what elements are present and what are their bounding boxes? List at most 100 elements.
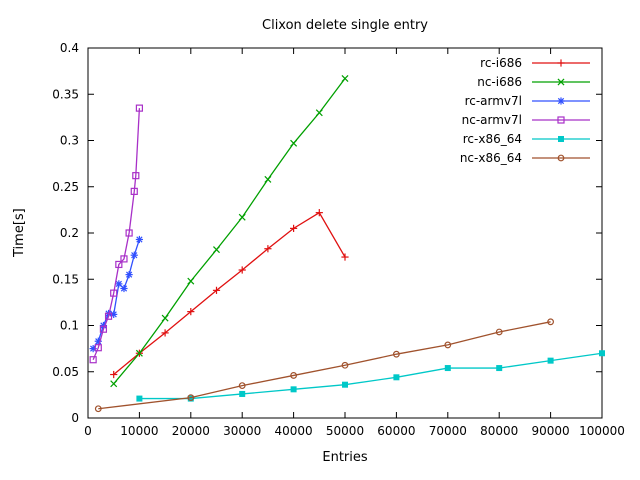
square-filled-marker-icon <box>444 365 451 372</box>
plus-marker-icon <box>341 253 349 261</box>
circle-open-marker-icon <box>393 350 400 358</box>
y-tick-label: 0.4 <box>60 41 79 55</box>
legend-label: nc-x86_64 <box>460 151 522 165</box>
square-filled-marker-icon <box>290 386 297 393</box>
series-line <box>92 108 141 360</box>
x-tick-label: 0 <box>84 424 92 438</box>
x-tick-label: 50000 <box>326 424 364 438</box>
plus-marker-icon <box>315 209 323 217</box>
y-tick-label: 0.05 <box>52 365 79 379</box>
square-open-marker-icon <box>115 260 123 269</box>
x-tick-label: 100000 <box>579 424 625 438</box>
square-open-marker-icon <box>99 325 108 333</box>
legend-entry-rc-armv7l: rc-armv7l <box>465 94 590 108</box>
x-tick-label: 60000 <box>377 424 415 438</box>
plus-marker-icon <box>238 266 246 274</box>
square-filled-marker-icon <box>547 357 554 364</box>
x-tick-label: 20000 <box>172 424 210 438</box>
square-open-marker-icon <box>94 344 102 352</box>
square-filled-marker-icon <box>393 374 400 381</box>
x-tick-label: 10000 <box>120 424 158 438</box>
series-line <box>139 352 603 400</box>
square-open-marker-icon <box>120 255 128 263</box>
plus-marker-icon <box>187 308 195 316</box>
circle-open-marker-icon <box>557 154 565 162</box>
y-tick-label: 0.1 <box>60 319 79 333</box>
cross-marker-icon <box>187 277 195 285</box>
square-open-marker-icon <box>132 172 140 180</box>
square-open-marker-icon <box>125 229 133 237</box>
square-open-marker-icon <box>110 289 118 297</box>
series-rc-i686 <box>110 209 349 379</box>
asterisk-marker-icon <box>125 271 133 279</box>
square-filled-marker-icon <box>599 350 605 357</box>
cross-marker-icon <box>110 380 118 388</box>
x-axis-label: Entries <box>322 450 368 465</box>
legend-entry-rc-x86_64: rc-x86_64 <box>463 132 590 146</box>
square-open-marker-icon <box>89 356 97 364</box>
y-tick-label: 0.2 <box>60 226 79 240</box>
legend-label: rc-armv7l <box>465 94 522 108</box>
square-filled-marker-icon <box>239 390 246 397</box>
x-tick-label: 30000 <box>223 424 261 438</box>
square-open-marker-icon <box>557 116 565 124</box>
cross-marker-icon <box>557 78 565 86</box>
plus-marker-icon <box>161 329 169 337</box>
asterisk-marker-icon <box>557 97 565 105</box>
circle-open-marker-icon <box>238 382 246 390</box>
square-filled-marker-icon <box>187 395 194 402</box>
series-line <box>113 211 346 376</box>
asterisk-marker-icon <box>135 235 143 244</box>
series-line <box>92 239 141 349</box>
square-filled-marker-icon <box>136 395 143 402</box>
series-line <box>98 321 551 410</box>
legend-entry-rc-i686: rc-i686 <box>480 56 590 70</box>
cross-marker-icon <box>135 349 143 357</box>
series-nc-armv7l <box>89 104 143 364</box>
series-rc-armv7l <box>89 235 143 353</box>
square-filled-marker-icon <box>496 365 503 372</box>
legend-entry-nc-i686: nc-i686 <box>477 75 590 89</box>
legend-label: rc-x86_64 <box>463 132 522 146</box>
cross-marker-icon <box>238 213 246 221</box>
y-tick-label: 0 <box>71 411 79 425</box>
square-open-marker-icon <box>104 312 113 320</box>
cross-marker-icon <box>264 175 272 183</box>
cross-marker-icon <box>213 246 220 254</box>
cross-marker-icon <box>341 75 349 83</box>
y-tick-label: 0.15 <box>52 272 79 286</box>
circle-open-marker-icon <box>547 318 554 326</box>
x-tick-label: 70000 <box>429 424 467 438</box>
x-tick-label: 90000 <box>532 424 570 438</box>
plus-marker-icon <box>110 370 118 379</box>
circle-open-marker-icon <box>187 394 195 402</box>
legend: rc-i686 nc-i686 rc-armv7l nc-armv7l rc-x86_6… <box>460 56 590 165</box>
plus-marker-icon <box>290 224 298 232</box>
legend-entry-nc-armv7l: nc-armv7l <box>462 113 590 127</box>
square-open-marker-icon <box>135 104 143 112</box>
x-tick-label: 80000 <box>480 424 518 438</box>
asterisk-marker-icon <box>120 284 128 293</box>
y-tick-label: 0.25 <box>52 180 79 194</box>
plus-marker-icon <box>264 245 272 253</box>
series-line <box>113 78 346 385</box>
cross-marker-icon <box>161 314 169 322</box>
series-nc-i686 <box>110 75 349 388</box>
cross-marker-icon <box>290 139 298 147</box>
cross-marker-icon <box>315 109 323 117</box>
circle-open-marker-icon <box>444 341 452 349</box>
y-tick-label: 0.35 <box>52 87 79 101</box>
plus-marker-icon <box>212 286 221 294</box>
asterisk-marker-icon <box>115 280 123 288</box>
square-filled-marker-icon <box>558 136 564 142</box>
series-nc-x86_64 <box>94 318 554 413</box>
legend-label: nc-i686 <box>477 75 522 89</box>
square-open-marker-icon <box>130 187 138 195</box>
legend-label: nc-armv7l <box>462 113 522 127</box>
circle-open-marker-icon <box>290 372 298 379</box>
plus-marker-icon <box>557 59 565 67</box>
square-filled-marker-icon <box>342 381 348 388</box>
x-tick-label: 40000 <box>275 424 313 438</box>
asterisk-marker-icon <box>130 251 138 259</box>
